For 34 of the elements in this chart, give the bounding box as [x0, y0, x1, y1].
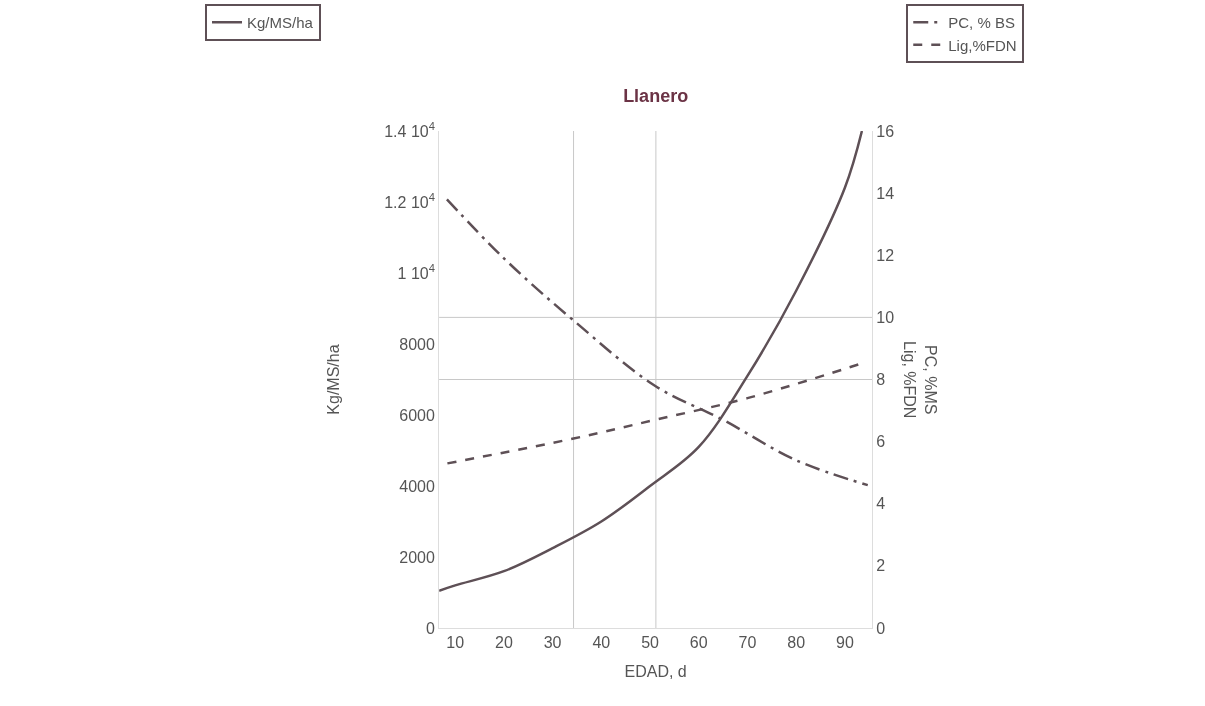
y2-tick-label: 14 [876, 184, 895, 202]
x-tick-label: 10 [446, 634, 465, 652]
x-tick-label: 40 [592, 634, 611, 652]
y2-tick-label: 8 [876, 371, 886, 389]
y2-axis-title: PC, %MS Lig, %FDN [901, 341, 939, 419]
y2-tick-label: 12 [876, 246, 895, 264]
y2-tick-label: 0 [876, 619, 886, 637]
legend-label: Lig,%FDN [948, 36, 1017, 54]
y2-tick-label: 4 [876, 495, 886, 513]
y-tick-label: 4000 [399, 477, 436, 495]
y-tick-label: 0 [426, 619, 436, 637]
y-tick-label: 1.4 10$^{4}$ [384, 119, 435, 140]
y2-tick-label: 16 [876, 122, 895, 140]
x-tick-label: 30 [543, 634, 562, 652]
y-axis-title: Kg/MS/ha [325, 344, 343, 415]
y-tick-label: 1.2 10$^{4}$ [384, 190, 435, 211]
x-tick-label: 50 [641, 634, 660, 652]
chart-title: Llanero [623, 86, 689, 107]
x-tick-label: 60 [689, 634, 708, 652]
y-tick-label: 6000 [399, 406, 436, 424]
y2-tick-label: 6 [876, 433, 886, 451]
y-tick-label: 8000 [399, 335, 436, 353]
x-axis-title: EDAD, d [624, 662, 687, 680]
y-tick-label: 2000 [399, 548, 436, 566]
y2-tick-label: 2 [876, 557, 886, 575]
y-tick-label: 1 10$^{4}$ [397, 261, 435, 282]
x-tick-label: 80 [787, 634, 806, 652]
line-series [439, 131, 864, 592]
x-tick-label: 20 [495, 634, 513, 652]
legend-label: PC, % BS [948, 14, 1015, 32]
legend-label: Kg/MS/ha [247, 14, 314, 32]
x-tick-label: 70 [738, 634, 757, 652]
x-tick-label: 90 [835, 634, 854, 652]
y2-tick-label: 10 [876, 308, 895, 326]
